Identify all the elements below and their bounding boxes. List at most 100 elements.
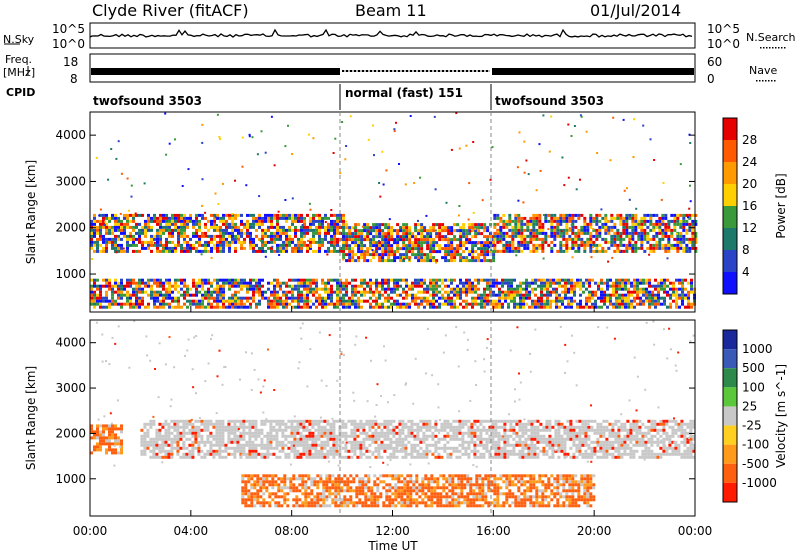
heatmap-cell bbox=[288, 284, 291, 288]
heatmap-cell bbox=[375, 299, 378, 303]
heatmap-cell bbox=[198, 243, 201, 247]
heatmap-cell bbox=[231, 213, 234, 217]
heatmap-cell bbox=[285, 213, 288, 217]
heatmap-cell bbox=[206, 434, 210, 438]
heatmap-cell bbox=[362, 452, 366, 456]
heatmap-cell bbox=[285, 228, 288, 232]
heatmap-cell bbox=[493, 249, 497, 253]
heatmap-cell bbox=[673, 243, 677, 247]
heatmap-cell bbox=[541, 249, 545, 253]
heatmap-cell bbox=[165, 222, 168, 226]
heatmap-cell bbox=[612, 302, 615, 306]
heatmap-cell bbox=[661, 216, 665, 220]
heatmap-cell bbox=[425, 419, 429, 423]
heatmap-cell bbox=[485, 443, 489, 447]
heatmap-cell bbox=[389, 419, 393, 423]
heatmap-cell bbox=[553, 225, 557, 229]
heatmap-cell bbox=[401, 428, 405, 432]
heatmap-cell bbox=[333, 249, 336, 253]
heatmap-cell bbox=[114, 246, 117, 250]
heatmap-cell bbox=[332, 152, 335, 154]
heatmap-cell bbox=[514, 246, 518, 250]
heatmap-cell bbox=[311, 422, 315, 426]
heatmap-cell bbox=[494, 428, 498, 432]
heatmap-cell bbox=[571, 256, 574, 259]
heatmap-cell bbox=[440, 455, 444, 459]
heatmap-cell bbox=[335, 440, 339, 444]
heatmap-cell bbox=[269, 419, 273, 423]
heatmap-cell bbox=[237, 284, 240, 288]
heatmap-cell bbox=[372, 305, 375, 309]
heatmap-cell bbox=[321, 216, 324, 220]
heatmap-cell bbox=[658, 225, 662, 229]
heatmap-cell bbox=[467, 419, 471, 423]
heatmap-cell bbox=[428, 422, 432, 426]
heatmap-cell bbox=[141, 246, 144, 250]
heatmap-cell bbox=[396, 287, 399, 291]
heatmap-cell bbox=[625, 225, 629, 229]
heatmap-cell bbox=[446, 422, 450, 426]
heatmap-cell bbox=[183, 249, 186, 253]
heatmap-cell bbox=[326, 452, 330, 456]
heatmap-cell bbox=[273, 249, 276, 253]
heatmap-cell bbox=[565, 222, 569, 226]
heatmap-cell bbox=[527, 419, 531, 423]
heatmap-cell bbox=[216, 249, 219, 253]
heatmap-cell bbox=[508, 240, 512, 244]
heatmap-cell bbox=[615, 302, 618, 306]
heatmap-cell bbox=[562, 249, 566, 253]
heatmap-cell bbox=[653, 159, 656, 161]
heatmap-cell bbox=[640, 216, 644, 220]
heatmap-cell bbox=[174, 225, 177, 229]
heatmap-cell bbox=[341, 121, 344, 123]
heatmap-cell bbox=[260, 452, 264, 456]
heatmap-cell bbox=[318, 222, 321, 226]
heatmap-cell bbox=[126, 278, 129, 282]
heatmap-cell bbox=[307, 239, 309, 242]
heatmap-cell bbox=[387, 305, 390, 309]
heatmap-cell bbox=[468, 259, 472, 263]
heatmap-cell bbox=[359, 431, 363, 435]
heatmap-cell bbox=[576, 284, 579, 288]
heatmap-cell bbox=[613, 243, 617, 247]
heatmap-cell bbox=[523, 234, 527, 238]
heatmap-cell bbox=[260, 440, 264, 444]
heatmap-cell bbox=[375, 250, 379, 254]
heatmap-cell bbox=[123, 284, 126, 288]
heatmap-cell bbox=[517, 249, 521, 253]
heatmap-cell bbox=[408, 293, 411, 297]
heatmap-cell bbox=[335, 446, 339, 450]
heatmap-cell bbox=[536, 455, 540, 459]
heatmap-cell bbox=[324, 213, 327, 217]
heatmap-cell bbox=[216, 293, 219, 297]
heatmap-cell bbox=[332, 452, 336, 456]
heatmap-cell bbox=[138, 281, 141, 285]
heatmap-cell bbox=[185, 437, 189, 441]
heatmap-cell bbox=[181, 185, 184, 187]
heatmap-cell bbox=[285, 305, 288, 309]
heatmap-cell bbox=[399, 302, 402, 306]
heatmap-cell bbox=[561, 284, 564, 288]
legend-dot bbox=[762, 80, 764, 82]
heatmap-cell bbox=[615, 299, 618, 303]
heatmap-cell bbox=[365, 419, 369, 423]
heatmap-cell bbox=[494, 419, 498, 423]
heatmap-cell bbox=[489, 250, 493, 254]
heatmap-cell bbox=[572, 247, 575, 249]
heatmap-cell bbox=[473, 455, 477, 459]
heatmap-cell bbox=[574, 213, 578, 217]
heatmap-cell bbox=[483, 229, 487, 233]
heatmap-cell bbox=[529, 219, 533, 223]
heatmap-cell bbox=[242, 434, 246, 438]
heatmap-cell bbox=[459, 253, 463, 257]
heatmap-cell bbox=[102, 296, 105, 300]
heatmap-cell bbox=[276, 222, 279, 226]
heatmap-cell bbox=[527, 452, 531, 456]
heatmap-cell bbox=[538, 243, 542, 247]
heatmap-cell bbox=[140, 443, 144, 447]
heatmap-cell bbox=[171, 219, 174, 223]
heatmap-cell bbox=[276, 231, 279, 235]
heatmap-cell bbox=[252, 237, 255, 241]
heatmap-cell bbox=[207, 249, 210, 253]
heatmap-cell bbox=[667, 237, 671, 241]
